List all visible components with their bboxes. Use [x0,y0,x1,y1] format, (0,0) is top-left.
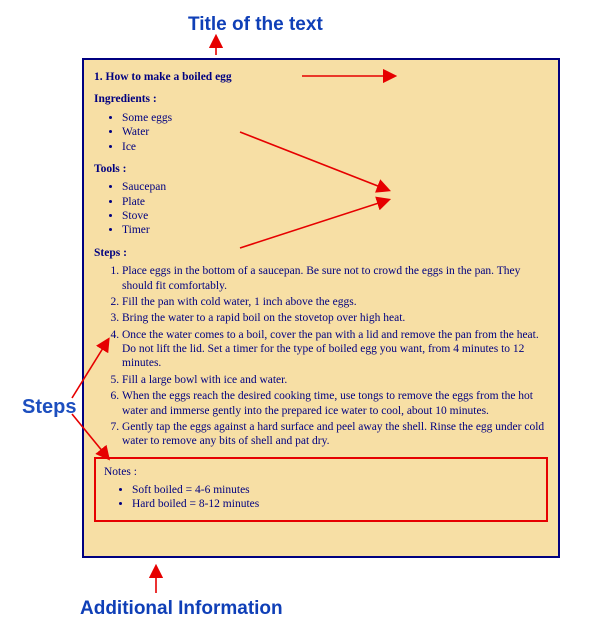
list-item: Water [122,125,548,139]
steps-list: Place eggs in the bottom of a saucepan. … [94,264,548,449]
notes-box: Notes : Soft boiled = 4-6 minutes Hard b… [94,457,548,522]
annotation-title-of-text: Title of the text [188,14,323,36]
list-item: Plate [122,195,548,209]
list-item: Fill a large bowl with ice and water. [122,373,548,387]
list-item: Bring the water to a rapid boil on the s… [122,311,548,325]
tools-list: Saucepan Plate Stove Timer [94,180,548,238]
steps-label: Steps : [94,246,548,260]
ingredients-label: Ingredients : [94,92,548,106]
list-item: Gently tap the eggs against a hard surfa… [122,420,548,449]
list-item: Saucepan [122,180,548,194]
list-item: When the eggs reach the desired cooking … [122,389,548,418]
notes-list: Soft boiled = 4-6 minutes Hard boiled = … [104,483,538,512]
page-title: 1. How to make a boiled egg [94,70,548,84]
list-item: Hard boiled = 8-12 minutes [132,497,538,511]
list-item: Once the water comes to a boil, cover th… [122,328,548,371]
notes-label: Notes : [104,465,538,479]
list-item: Timer [122,223,548,237]
diagram-canvas: Title of the text Goals / Purpose Tools … [0,0,614,640]
annotation-additional-information: Additional Information [80,598,283,620]
ingredients-list: Some eggs Water Ice [94,111,548,154]
list-item: Ice [122,140,548,154]
tools-label: Tools : [94,162,548,176]
list-item: Some eggs [122,111,548,125]
list-item: Place eggs in the bottom of a saucepan. … [122,264,548,293]
list-item: Stove [122,209,548,223]
list-item: Soft boiled = 4-6 minutes [132,483,538,497]
document-page: 1. How to make a boiled egg Ingredients … [82,58,560,558]
annotation-steps: Steps [22,396,76,419]
list-item: Fill the pan with cold water, 1 inch abo… [122,295,548,309]
